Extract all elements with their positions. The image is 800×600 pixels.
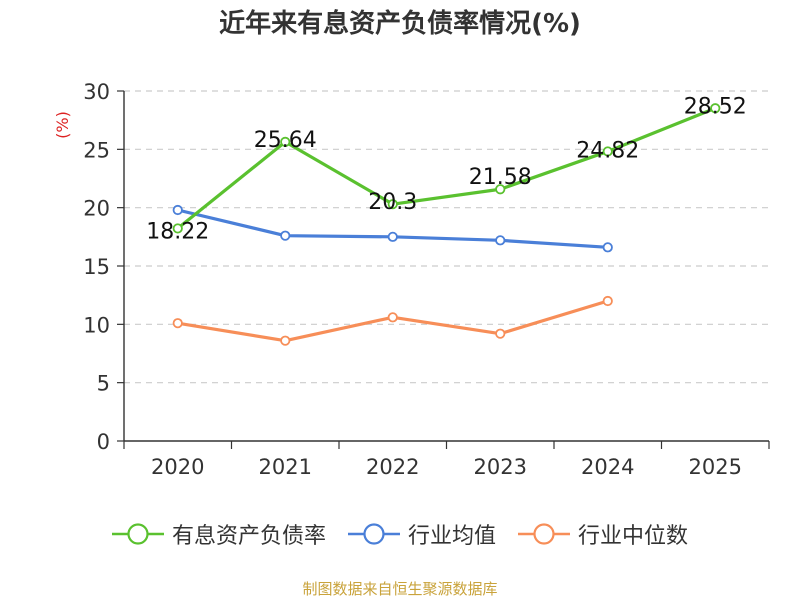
data-label: 28.52 bbox=[684, 94, 747, 119]
x-tick-label: 2024 bbox=[581, 455, 634, 479]
x-tick-label: 2025 bbox=[689, 455, 742, 479]
series-line bbox=[176, 106, 716, 230]
y-tick-label: 5 bbox=[97, 372, 110, 396]
data-label: 21.58 bbox=[469, 165, 532, 190]
data-label: 18.22 bbox=[146, 219, 209, 244]
y-tick-label: 15 bbox=[83, 255, 110, 279]
series-layer bbox=[172, 103, 721, 346]
legend-line-marker-icon bbox=[111, 523, 164, 545]
data-point bbox=[495, 184, 506, 195]
x-tick-label: 2021 bbox=[259, 455, 312, 479]
data-point bbox=[495, 235, 506, 246]
legend-item[interactable]: 行业中位数 bbox=[518, 518, 688, 550]
data-label: 24.82 bbox=[576, 138, 639, 163]
y-tick-label: 30 bbox=[83, 80, 110, 104]
data-point bbox=[495, 328, 506, 339]
data-point bbox=[387, 231, 398, 242]
source-note: 制图数据来自恒生聚源数据库 bbox=[302, 580, 498, 598]
data-point bbox=[710, 103, 721, 114]
data-point bbox=[280, 136, 291, 147]
legend-label: 行业中位数 bbox=[578, 524, 689, 549]
data-point bbox=[280, 335, 291, 346]
y-tick-label: 0 bbox=[97, 430, 110, 454]
chart-title: 近年来有息资产负债率情况(%) bbox=[219, 9, 581, 39]
legend-line-marker-icon bbox=[347, 523, 400, 545]
data-label: 20.3 bbox=[368, 190, 417, 215]
series-group bbox=[172, 204, 613, 253]
data-point bbox=[280, 230, 291, 241]
legend: 有息资产负债率 行业均值 行业中位数 bbox=[0, 518, 800, 550]
legend-label: 有息资产负债率 bbox=[171, 524, 326, 549]
legend-item[interactable]: 有息资产负债率 bbox=[111, 518, 326, 550]
x-tick-label: 2023 bbox=[474, 455, 527, 479]
data-point bbox=[602, 295, 613, 307]
data-point bbox=[602, 242, 613, 253]
legend-label: 行业均值 bbox=[407, 524, 496, 549]
y-tick-label: 10 bbox=[83, 313, 110, 337]
data-point bbox=[602, 146, 613, 157]
data-point bbox=[172, 204, 183, 216]
y-axis-label: (%) bbox=[53, 111, 72, 139]
x-tick-label: 2022 bbox=[366, 455, 419, 479]
series-group bbox=[172, 295, 613, 346]
data-label: 25.64 bbox=[254, 128, 317, 153]
legend-item[interactable]: 行业均值 bbox=[347, 518, 496, 550]
series-group bbox=[172, 103, 721, 234]
x-tick-label: 2020 bbox=[151, 455, 204, 479]
grid-layer bbox=[124, 90, 769, 384]
legend-line-marker-icon bbox=[518, 523, 570, 545]
data-point bbox=[387, 199, 398, 210]
data-point bbox=[172, 223, 183, 234]
data-point bbox=[387, 312, 398, 323]
data-label-layer: 18.22 25.64 20.3 21.58 24.82 28.52 bbox=[146, 94, 746, 244]
y-tick-label: 25 bbox=[83, 138, 110, 162]
data-point bbox=[172, 318, 183, 329]
y-tick-label: 20 bbox=[83, 197, 110, 221]
